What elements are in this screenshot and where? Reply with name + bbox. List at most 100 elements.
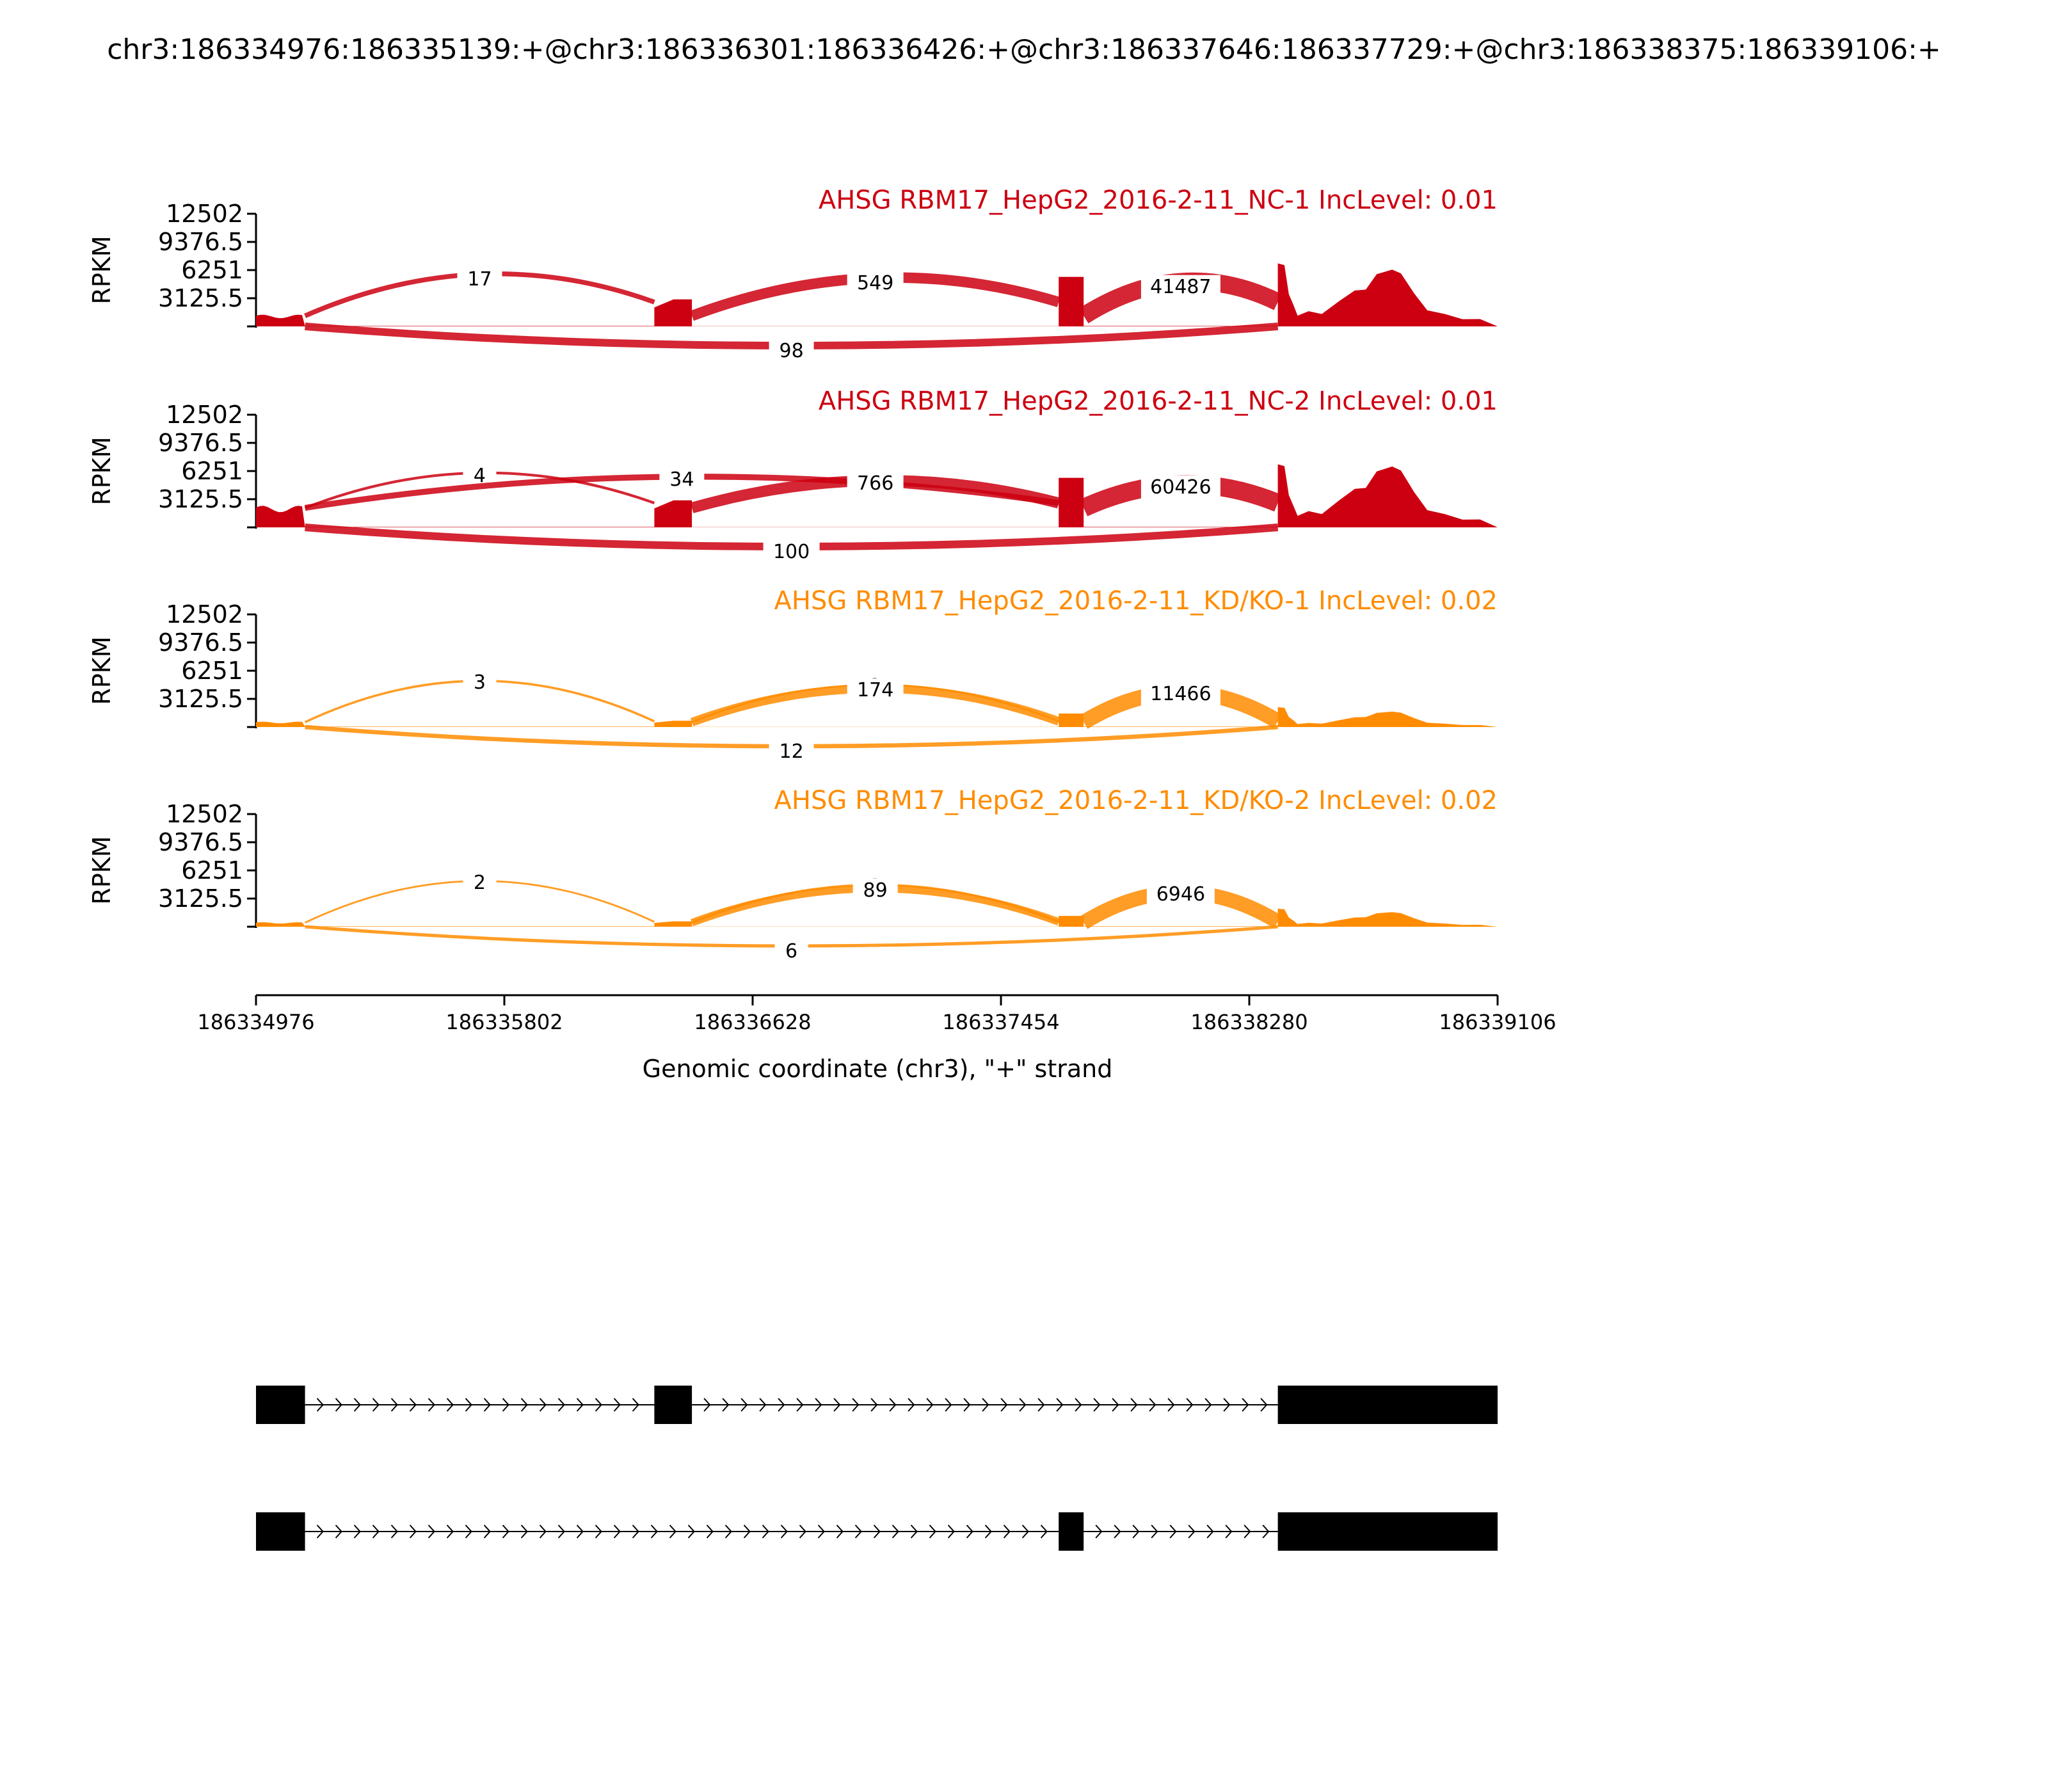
strand-arrow <box>353 1398 361 1412</box>
strand-arrow <box>595 1524 602 1539</box>
strand-arrow <box>873 1524 881 1539</box>
junction-count-label: 4 <box>474 465 486 487</box>
strand-arrow <box>722 1398 730 1412</box>
strand-arrow <box>1167 1398 1175 1412</box>
junction-label-bg <box>659 467 705 493</box>
exon-block <box>1277 1512 1498 1551</box>
strand-arrow <box>1151 1524 1158 1539</box>
strand-arrow <box>836 1524 844 1539</box>
strand-arrow <box>483 1524 491 1539</box>
strand-arrow <box>926 1398 934 1412</box>
junction-count-label: 174 <box>857 679 893 701</box>
junction-label-bg <box>1140 275 1220 301</box>
strand-arrow <box>984 1524 992 1539</box>
junction-label-bg <box>463 671 497 697</box>
strand-arrow <box>780 1524 788 1539</box>
strand-arrow <box>929 1524 936 1539</box>
exon-block <box>256 1386 305 1424</box>
strand-arrow <box>1095 1524 1103 1539</box>
panel-label: AHSG RBM17_HepG2_2016-2-11_KD/KO-1 IncLe… <box>774 586 1498 616</box>
strand-arrow <box>1075 1398 1082 1412</box>
y-axis-label: RPKM <box>88 836 116 904</box>
strand-arrow <box>1204 1398 1212 1412</box>
strand-arrow <box>778 1398 785 1412</box>
junction-count-label: 11466 <box>1150 683 1211 705</box>
junction-label-bg <box>1140 475 1220 501</box>
y-tick-label: 3125.5 <box>158 685 243 713</box>
y-tick-label: 12502 <box>166 600 243 628</box>
exon-block <box>1277 1386 1498 1424</box>
strand-arrow <box>557 1398 565 1412</box>
coverage-area <box>256 908 1498 927</box>
strand-arrow <box>446 1524 454 1539</box>
strand-arrow <box>1242 1398 1249 1412</box>
strand-arrow <box>833 1398 841 1412</box>
junction-label-bg <box>763 540 820 566</box>
strand-arrow <box>740 1398 748 1412</box>
junction-count-label: 6946 <box>1156 883 1205 906</box>
strand-arrow <box>1186 1398 1194 1412</box>
coverage-area <box>256 263 1498 326</box>
strand-arrow <box>854 1524 862 1539</box>
junction-count-label: 98 <box>780 340 804 362</box>
junction-label-bg <box>774 940 808 965</box>
y-tick-label: 3125.5 <box>158 884 243 913</box>
strand-arrow <box>1056 1398 1064 1412</box>
exon-block <box>256 1512 305 1551</box>
strand-arrow <box>613 1398 621 1412</box>
x-axis: 186334976 186335802 186336628 186337454 1863… <box>197 994 1556 1034</box>
strand-arrow <box>743 1524 751 1539</box>
strand-arrow <box>815 1398 822 1412</box>
x-axis-label: Genomic coordinate (chr3), "+" strand <box>643 1055 1113 1083</box>
strand-arrow <box>409 1524 417 1539</box>
strand-arrow <box>910 1524 918 1539</box>
strand-arrow <box>762 1524 769 1539</box>
y-tick-label: 3125.5 <box>158 485 243 513</box>
strand-arrow <box>1019 1398 1027 1412</box>
y-axis-label: RPKM <box>88 436 116 505</box>
junction-count-label: 6 <box>785 940 797 963</box>
y-tick-label: 9376.5 <box>158 228 243 256</box>
strand-arrow <box>428 1524 435 1539</box>
strand-arrow <box>963 1398 971 1412</box>
coverage-area <box>256 464 1498 527</box>
y-tick-label: 3125.5 <box>158 284 243 312</box>
isoform-track <box>256 1386 1498 1551</box>
junction-count-label: 89 <box>863 879 888 902</box>
strand-arrow <box>966 1524 973 1539</box>
strand-arrow <box>796 1398 804 1412</box>
strand-arrow <box>870 1398 878 1412</box>
exon-block <box>654 1386 692 1424</box>
exon-block <box>1059 1512 1084 1551</box>
strand-arrow <box>908 1398 915 1412</box>
strand-arrow <box>316 1398 324 1412</box>
junction-label-bg <box>1146 882 1215 908</box>
strand-arrow <box>1188 1524 1196 1539</box>
panel-label: AHSG RBM17_HepG2_2016-2-11_NC-2 IncLevel… <box>819 387 1498 416</box>
junction-label-bg <box>847 471 904 497</box>
panel-label: AHSG RBM17_HepG2_2016-2-11_NC-1 IncLevel… <box>819 186 1498 215</box>
strand-arrow <box>1093 1398 1101 1412</box>
junction-label-bg <box>847 678 904 705</box>
junction-label-bg <box>847 271 904 297</box>
strand-arrow <box>409 1398 417 1412</box>
strand-arrow <box>632 1398 639 1412</box>
strand-arrow <box>372 1524 380 1539</box>
strand-arrow <box>1262 1524 1270 1539</box>
strand-arrow <box>576 1524 584 1539</box>
x-tick-label: 186334976 <box>197 1010 314 1034</box>
x-tick-label: 186335802 <box>445 1010 563 1034</box>
strand-arrow <box>1003 1524 1011 1539</box>
strand-arrow <box>1244 1524 1251 1539</box>
strand-arrow <box>520 1398 528 1412</box>
strand-arrow <box>1037 1398 1045 1412</box>
x-tick-label: 186336628 <box>694 1010 811 1034</box>
strand-arrow <box>1225 1524 1233 1539</box>
strand-arrow <box>390 1524 398 1539</box>
strand-arrow <box>483 1398 491 1412</box>
strand-arrow <box>428 1398 435 1412</box>
strand-arrow <box>520 1524 528 1539</box>
junction-count-label: 34 <box>669 468 694 491</box>
